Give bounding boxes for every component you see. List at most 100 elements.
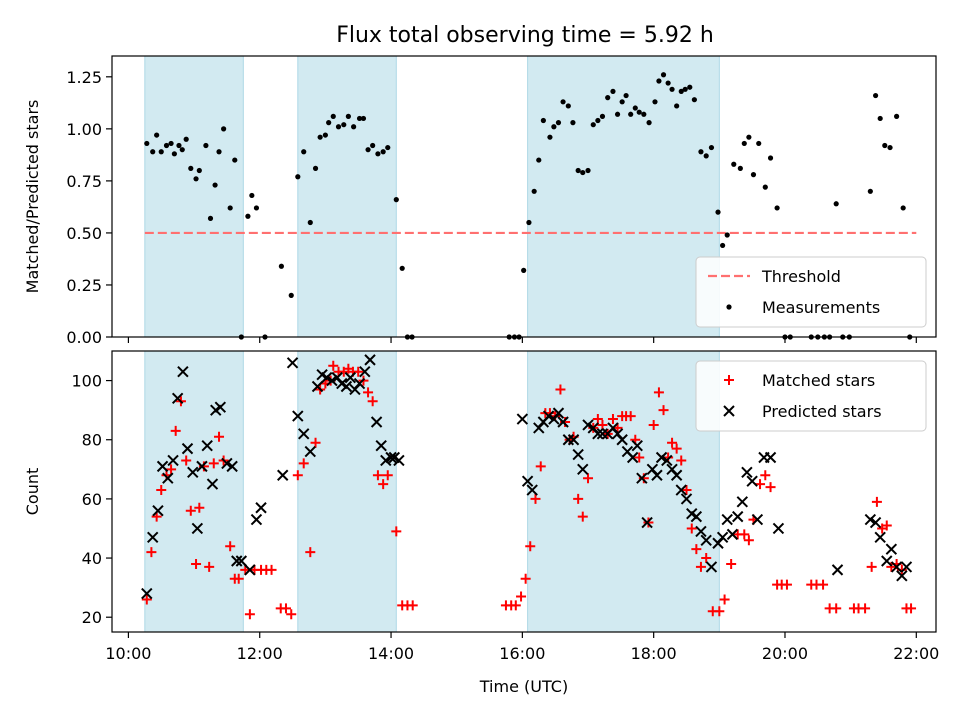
- measurement-point: [312, 165, 319, 171]
- legend-entry: Predicted stars: [723, 402, 882, 421]
- measurement-point: [207, 215, 214, 221]
- predicted-star-point: [864, 513, 877, 526]
- x-tick-label: 12:00: [237, 644, 283, 663]
- measurement-point: [547, 134, 553, 140]
- measurement-point: [660, 72, 667, 78]
- matched-star-point: [372, 470, 383, 481]
- measurement-point: [212, 182, 218, 188]
- matched-star-point: [266, 564, 277, 575]
- matched-star-point: [367, 396, 378, 407]
- matched-star-point: [695, 561, 706, 572]
- predicted-star-point: [636, 472, 648, 484]
- matched-star-point: [204, 561, 215, 572]
- y-tick-label: 1.00: [66, 120, 102, 139]
- matched-star-point: [592, 414, 603, 425]
- measurement-point: [756, 140, 762, 147]
- matched-star-point: [573, 493, 584, 504]
- predicted-star-point: [380, 454, 392, 467]
- matched-star-point: [607, 414, 618, 425]
- measurement-point: [623, 92, 629, 99]
- matched-star-point: [225, 541, 236, 552]
- predicted-star-point: [721, 513, 733, 526]
- predicted-star-point: [764, 451, 777, 464]
- measurement-point: [536, 157, 542, 163]
- measurement-point: [698, 149, 704, 155]
- measurement-point: [322, 132, 328, 138]
- matched-star-point: [353, 366, 364, 377]
- matched-star-point: [860, 603, 871, 614]
- predicted-star-point: [353, 377, 366, 390]
- matched-star-point: [577, 511, 588, 522]
- matched-star-point: [382, 470, 393, 481]
- legend: Threshold Measurements: [695, 256, 927, 328]
- matched-star-point: [743, 535, 754, 546]
- matched-star-point: [726, 558, 737, 569]
- measurement-point: [708, 144, 715, 151]
- measurement-point: [179, 147, 185, 153]
- measurement-point: [882, 142, 888, 149]
- matched-star-point: [181, 455, 192, 466]
- predicted-star-point: [651, 469, 663, 481]
- measurement-point: [641, 111, 647, 117]
- measurement-point: [221, 126, 227, 132]
- predicted-star-point: [874, 531, 886, 544]
- predicted-star-point: [214, 401, 227, 413]
- legend-predicted-swatch: [723, 405, 735, 417]
- predicted-star-point: [177, 365, 189, 378]
- predicted-star-point: [375, 439, 387, 452]
- predicted-star-point: [616, 434, 628, 446]
- measurement-point: [375, 151, 381, 157]
- observing-interval: [297, 55, 397, 338]
- predicted-star-point: [900, 561, 913, 573]
- predicted-star-point: [716, 531, 729, 544]
- predicted-star-point: [206, 478, 219, 490]
- measurement-point: [249, 192, 255, 199]
- predicted-star-point: [896, 570, 908, 582]
- matched-star-point: [681, 485, 692, 496]
- predicted-star-point: [772, 522, 785, 535]
- measurement-point: [345, 113, 351, 119]
- y-tick-label: 60: [82, 490, 102, 509]
- measurement-point: [746, 134, 752, 140]
- x-axis-label: Time (UTC): [479, 677, 568, 696]
- matched-star-point: [530, 493, 541, 504]
- measurement-point: [232, 157, 238, 163]
- measurement-point: [193, 176, 199, 182]
- measurement-point: [652, 99, 658, 105]
- matched-star-point: [208, 458, 219, 469]
- y-tick-label: 20: [82, 608, 102, 627]
- predicted-star-point: [152, 505, 164, 517]
- predicted-star-point: [162, 472, 174, 484]
- measurement-point: [560, 99, 566, 105]
- matched-star-point: [535, 461, 546, 472]
- matched-star-point: [818, 579, 829, 590]
- y-tick-label: 1.25: [66, 68, 102, 87]
- matched-star-point: [516, 591, 527, 602]
- matched-star-point: [286, 609, 297, 620]
- predicted-star-point: [881, 555, 893, 567]
- predicted-star-point: [191, 522, 204, 535]
- measurement-point: [356, 115, 363, 122]
- matched-star-point: [625, 411, 636, 422]
- matched-star-point: [701, 553, 712, 564]
- measurement-point: [614, 111, 621, 117]
- matched-star-point: [244, 609, 255, 620]
- measurement-point: [565, 103, 571, 109]
- measurement-point: [171, 151, 177, 157]
- measurement-point: [605, 95, 611, 101]
- predicted-star-point: [181, 442, 194, 455]
- measurement-point: [341, 122, 347, 128]
- measurement-point: [646, 120, 652, 126]
- measurement-point: [894, 113, 900, 119]
- matched-star-point: [363, 387, 374, 398]
- measurement-point: [737, 165, 743, 171]
- predicted-star-point: [221, 457, 233, 470]
- predicted-star-point: [577, 463, 589, 476]
- matched-star-point: [525, 541, 536, 552]
- observing-interval: [527, 350, 720, 633]
- legend-label: Predicted stars: [762, 402, 882, 421]
- legend-label: Measurements: [762, 298, 880, 317]
- measurement-point: [188, 165, 194, 171]
- observing-interval: [144, 350, 244, 633]
- predicted-star-point: [562, 434, 575, 446]
